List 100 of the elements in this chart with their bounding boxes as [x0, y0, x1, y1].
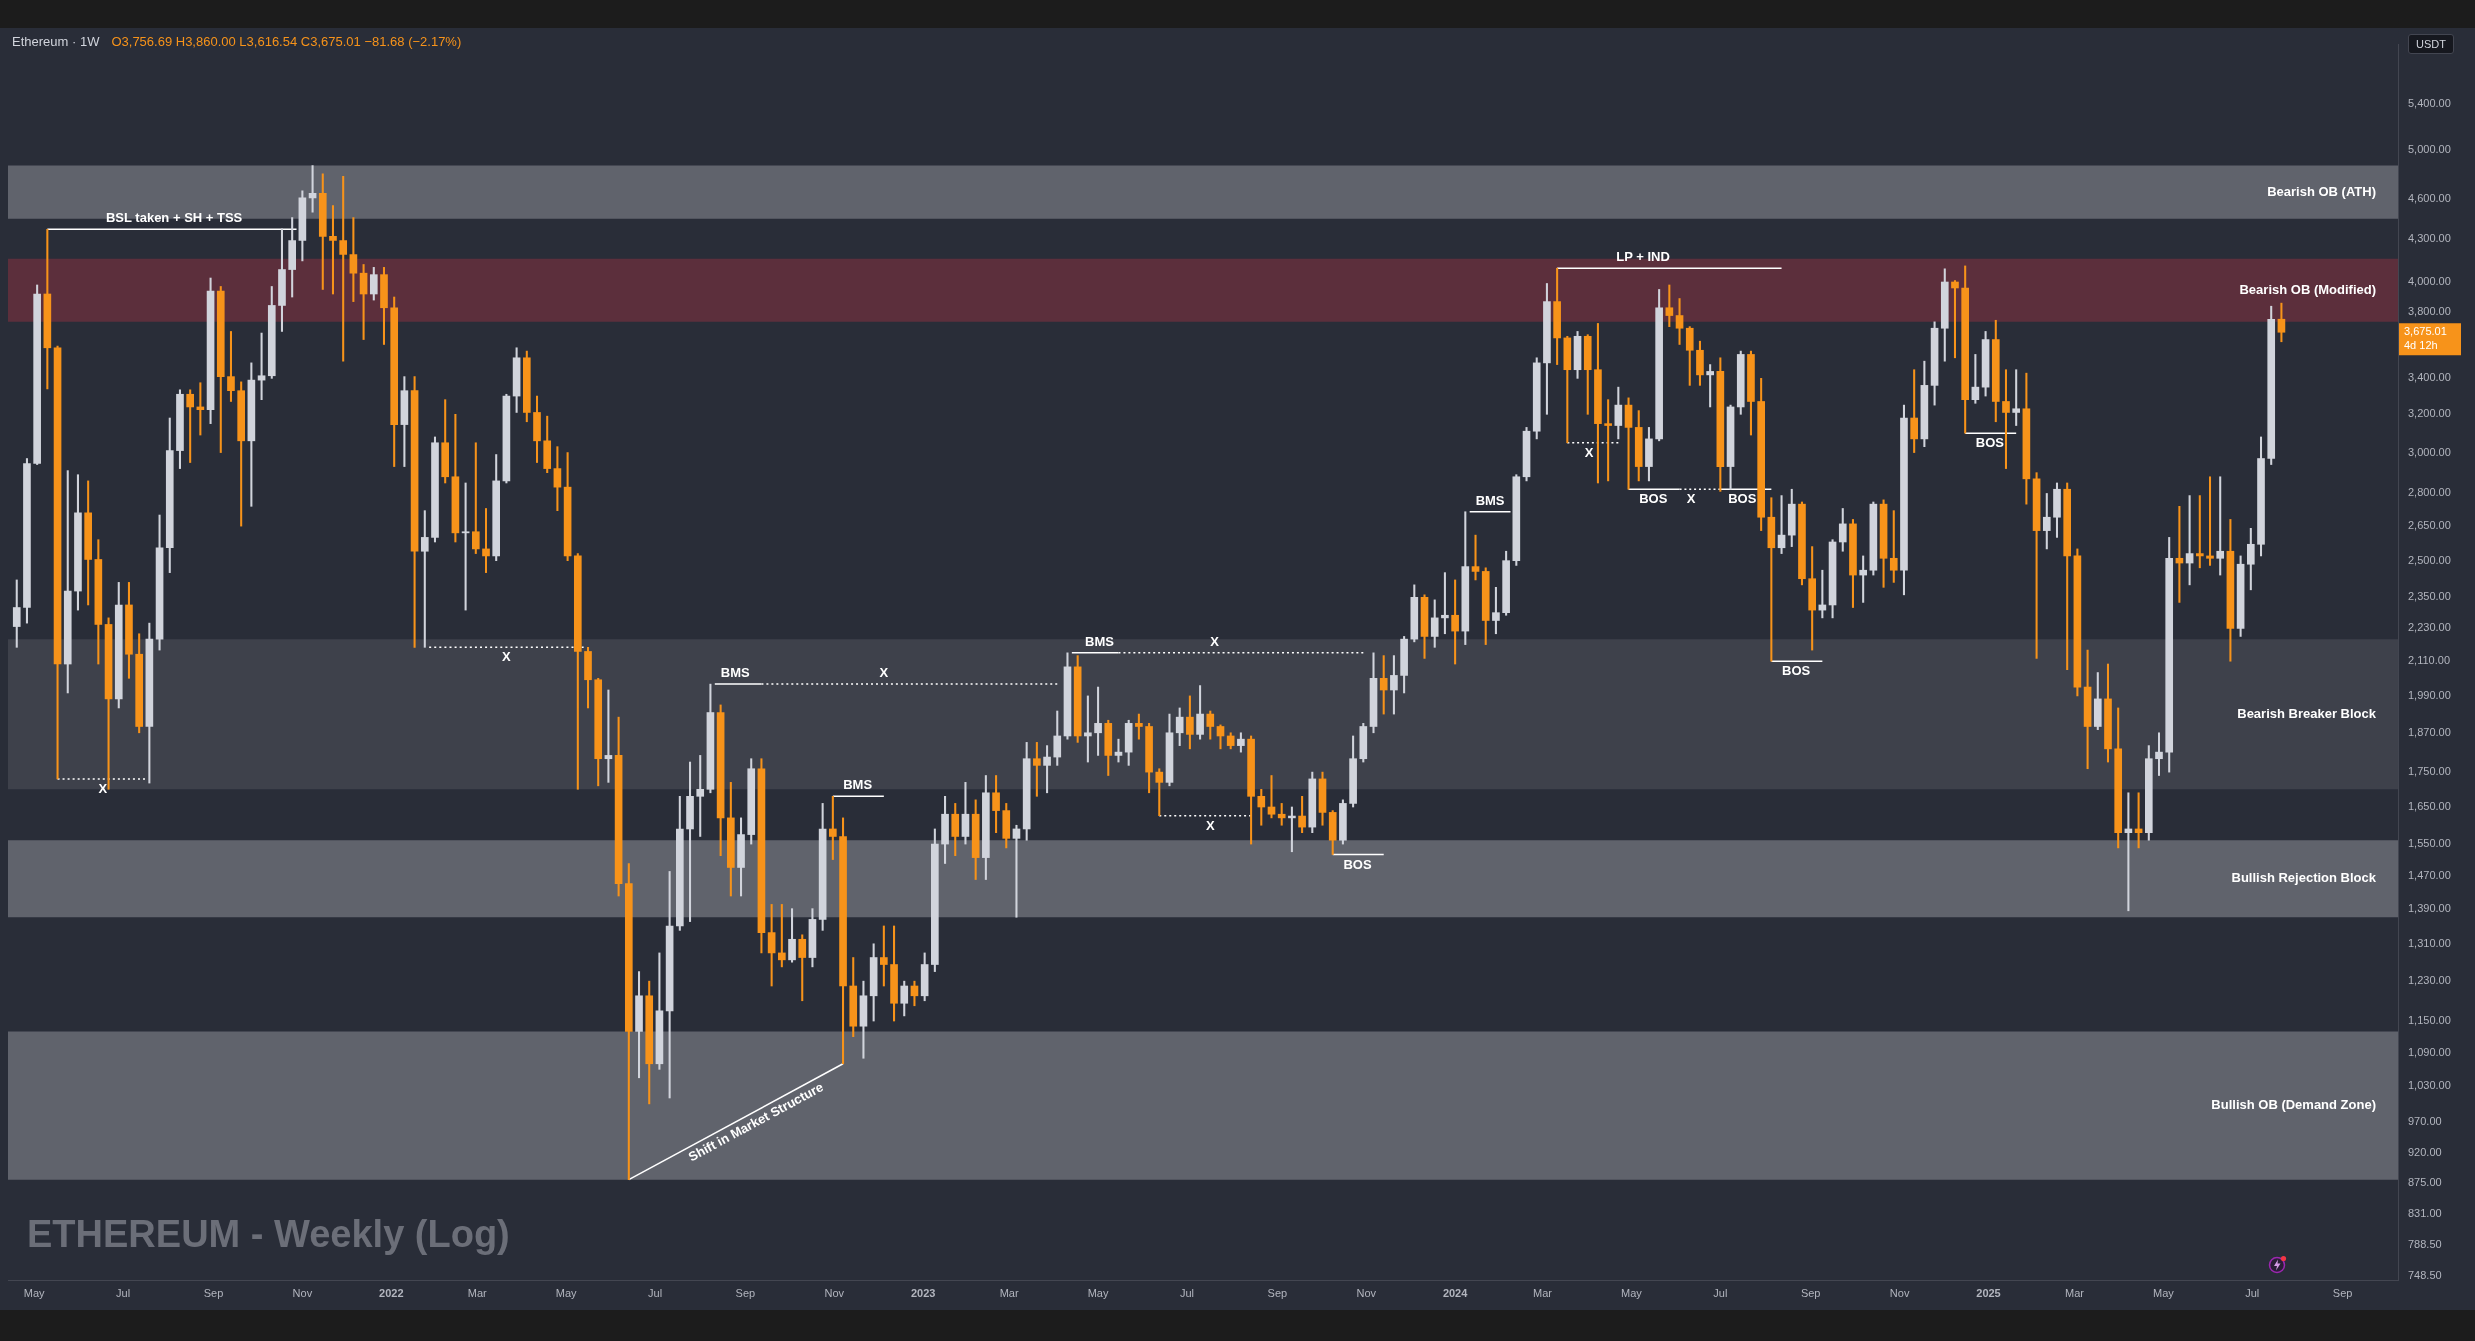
- annotation: BOS: [1343, 856, 1372, 872]
- x-tick-label: Mar: [1533, 1286, 1553, 1299]
- y-tick-label: 4,000.00: [2408, 275, 2451, 288]
- annotation: BMS: [720, 665, 750, 681]
- band-label: Bearish OB (Modified): [2239, 281, 2376, 297]
- x-tick-label: Jul: [1713, 1286, 1728, 1299]
- annotation: BOS: [1975, 435, 2005, 451]
- x-tick-label: 2024: [1442, 1286, 1469, 1299]
- x-tick-label: May: [1621, 1286, 1643, 1299]
- x-tick-label: Sep: [1800, 1286, 1821, 1299]
- annotation: BOS: [1728, 491, 1757, 507]
- annotation: BMS: [843, 777, 873, 793]
- x-tick-label: Jul: [116, 1286, 131, 1299]
- y-tick-label: 1,310.00: [2408, 936, 2451, 949]
- band-label: Bullish Rejection Block: [2231, 870, 2377, 886]
- y-tick-label: 1,390.00: [2408, 901, 2451, 914]
- x-tick-label: Nov: [824, 1286, 845, 1299]
- candlestick: [1441, 572, 1449, 635]
- band-label: Bearish Breaker Block: [2237, 705, 2377, 721]
- y-tick-label: 3,000.00: [2408, 445, 2451, 458]
- y-tick-label: 1,750.00: [2408, 765, 2451, 778]
- y-tick-label: 5,000.00: [2408, 142, 2451, 155]
- candlestick: [1084, 695, 1092, 763]
- candlestick: [2012, 369, 2021, 426]
- y-tick-label: 1,650.00: [2408, 800, 2451, 813]
- x-tick-label: May: [1087, 1286, 1109, 1299]
- text: ETHEREUM - Weekly (Log): [27, 1212, 510, 1256]
- x-tick-label: Jul: [648, 1286, 663, 1299]
- y-tick-label: 2,800.00: [2408, 486, 2451, 499]
- candlestick: [461, 482, 470, 611]
- band-label: Bullish OB (Demand Zone): [2211, 1097, 2376, 1113]
- y-tick-label: 748.50: [2408, 1268, 2442, 1281]
- text: 4d 12h: [2404, 339, 2438, 352]
- x-tick-label: 2023: [910, 1286, 936, 1299]
- y-tick-label: 2,110.00: [2408, 654, 2451, 667]
- x-tick-label: Sep: [735, 1286, 756, 1299]
- y-axis-title: USDT: [2408, 34, 2454, 54]
- y-tick-label: 1,150.00: [2408, 1014, 2451, 1027]
- x-tick-label: Nov: [1889, 1286, 1910, 1299]
- candlestick: [1471, 534, 1480, 581]
- y-tick-label: 3,400.00: [2408, 371, 2451, 384]
- y-tick-label: 4,300.00: [2408, 232, 2451, 245]
- y-tick-label: 788.50: [2408, 1237, 2442, 1250]
- annotation: BOS: [1639, 491, 1668, 507]
- x-tick-label: Mar: [2065, 1286, 2085, 1299]
- candlestick: [2195, 495, 2204, 569]
- annotation: X: [1686, 491, 1696, 507]
- candlestick: [2206, 476, 2214, 566]
- candlestick: [329, 205, 337, 295]
- x-tick-label: May: [2152, 1286, 2175, 1299]
- y-tick-label: 2,230.00: [2408, 621, 2451, 634]
- x-tick-label: May: [23, 1286, 46, 1299]
- y-tick-label: 3,800.00: [2408, 305, 2451, 318]
- text: 3,675.01: [2404, 325, 2447, 338]
- annotation: X: [1205, 817, 1215, 833]
- y-tick-label: 4,600.00: [2408, 192, 2451, 205]
- x-tick-label: 2022: [379, 1286, 404, 1299]
- x-tick-label: Sep: [203, 1286, 224, 1299]
- chart-subtitle: Ethereum · 1W: [12, 34, 100, 49]
- annotation: O3,756.69 H3,860.00 L3,616.54 C3,675.01 −81.68 (−2.17%): [111, 34, 462, 49]
- candlestick: [604, 689, 613, 783]
- x-tick-label: Mar: [467, 1286, 488, 1299]
- annotation: BOS: [1782, 663, 1811, 679]
- x-tick-label: Jul: [2245, 1286, 2260, 1299]
- y-tick-label: 875.00: [2408, 1176, 2442, 1189]
- y-tick-label: 1,230.00: [2408, 974, 2451, 987]
- band-label: Bearish OB (ATH): [2267, 183, 2376, 199]
- annotation: BMS: [1085, 633, 1115, 649]
- y-tick-label: 2,500.00: [2408, 553, 2451, 566]
- annotation: BSL taken + SH + TSS: [105, 210, 243, 226]
- annotation: BMS: [1475, 492, 1505, 508]
- y-tick-label: 1,470.00: [2408, 868, 2451, 881]
- y-tick-label: 920.00: [2408, 1146, 2442, 1159]
- candlestick: [1604, 399, 1612, 482]
- x-tick-label: Mar: [999, 1286, 1019, 1299]
- y-tick-label: 1,990.00: [2408, 688, 2451, 701]
- candlestick: [339, 176, 348, 362]
- y-tick-label: 2,650.00: [2408, 519, 2451, 532]
- x-tick-label: Nov: [292, 1286, 313, 1299]
- y-tick-label: 2,350.00: [2408, 590, 2451, 603]
- x-tick-label: Sep: [2332, 1286, 2353, 1299]
- y-tick-label: 1,030.00: [2408, 1079, 2451, 1092]
- y-tick-label: 831.00: [2408, 1206, 2442, 1219]
- candlestick: [1114, 738, 1123, 763]
- y-tick-label: 1,090.00: [2408, 1045, 2451, 1058]
- y-tick-label: 1,870.00: [2408, 725, 2451, 738]
- annotation: X: [1210, 633, 1220, 649]
- annotation: X: [879, 665, 889, 681]
- y-tick-label: 5,400.00: [2408, 97, 2451, 110]
- annotation: LP + IND: [1616, 249, 1670, 265]
- x-tick-label: Nov: [1356, 1286, 1377, 1299]
- annotation: X: [502, 649, 512, 665]
- candlestick: [1267, 775, 1276, 819]
- x-tick-label: Sep: [1267, 1286, 1288, 1299]
- annotation: X: [98, 781, 108, 797]
- x-tick-label: May: [555, 1286, 578, 1299]
- x-tick-label: 2025: [1976, 1286, 2001, 1299]
- annotation: X: [1584, 444, 1594, 460]
- y-tick-label: 3,200.00: [2408, 407, 2451, 420]
- y-tick-label: 970.00: [2408, 1114, 2442, 1127]
